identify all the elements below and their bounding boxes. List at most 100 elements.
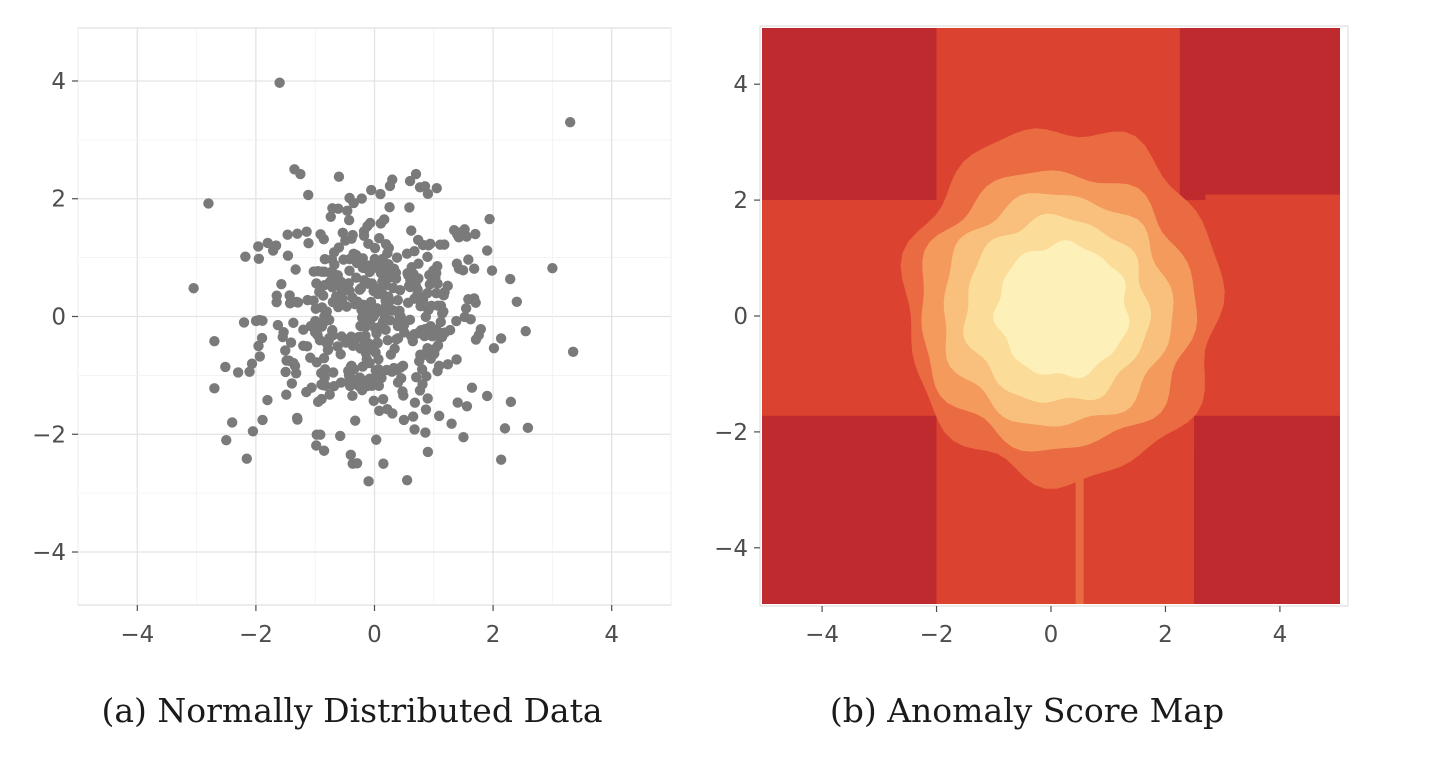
data-point bbox=[389, 343, 400, 354]
data-point bbox=[495, 333, 507, 344]
data-point bbox=[285, 337, 297, 348]
data-point bbox=[253, 340, 264, 352]
data-point bbox=[247, 426, 259, 437]
data-point bbox=[262, 394, 273, 406]
data-point bbox=[486, 265, 498, 276]
data-point bbox=[432, 340, 444, 351]
data-point bbox=[246, 358, 258, 369]
y-tick-label: −2 bbox=[32, 422, 66, 448]
data-point bbox=[382, 403, 393, 415]
data-point bbox=[420, 404, 432, 415]
data-point bbox=[446, 418, 457, 429]
data-point bbox=[284, 298, 296, 309]
data-point bbox=[344, 374, 355, 385]
data-point bbox=[382, 248, 393, 259]
contour-band bbox=[1239, 349, 1340, 358]
data-point bbox=[425, 301, 436, 312]
data-point bbox=[375, 188, 386, 200]
data-point bbox=[473, 329, 484, 341]
data-point bbox=[349, 415, 361, 426]
data-point bbox=[362, 278, 373, 289]
data-point bbox=[381, 273, 392, 285]
data-point bbox=[360, 330, 371, 341]
x-tick-label: 0 bbox=[1044, 622, 1059, 648]
data-point bbox=[484, 213, 495, 225]
contour-ring bbox=[993, 240, 1130, 379]
data-point bbox=[412, 234, 424, 246]
x-tick-label: 4 bbox=[604, 622, 619, 648]
data-point bbox=[346, 360, 357, 372]
data-point bbox=[271, 290, 282, 301]
data-point bbox=[310, 303, 321, 314]
data-point bbox=[220, 361, 231, 373]
y-tick-label: −4 bbox=[32, 540, 66, 566]
y-tick-label: 4 bbox=[733, 72, 748, 98]
data-point bbox=[404, 175, 416, 187]
data-point bbox=[397, 386, 408, 397]
data-point bbox=[406, 331, 417, 342]
y-tick-label: 0 bbox=[733, 304, 748, 330]
data-point bbox=[421, 371, 432, 382]
data-point bbox=[398, 319, 410, 331]
data-point bbox=[325, 211, 336, 222]
data-point bbox=[281, 389, 292, 400]
y-tick-label: 4 bbox=[51, 69, 66, 95]
y-tick-label: 0 bbox=[51, 305, 66, 331]
data-point bbox=[457, 265, 469, 276]
data-point bbox=[495, 454, 507, 465]
data-point bbox=[380, 295, 391, 306]
data-point bbox=[312, 329, 323, 341]
y-tick-label: 2 bbox=[733, 188, 748, 214]
data-point bbox=[328, 380, 340, 392]
data-point bbox=[382, 334, 393, 346]
data-point bbox=[337, 293, 348, 305]
data-point bbox=[481, 390, 493, 402]
data-point bbox=[282, 229, 293, 240]
data-point bbox=[409, 397, 421, 408]
contour-band bbox=[1176, 28, 1340, 195]
data-point bbox=[244, 366, 255, 378]
data-point bbox=[384, 202, 395, 213]
data-point bbox=[347, 458, 358, 469]
data-point bbox=[371, 337, 383, 348]
data-point bbox=[397, 360, 409, 372]
data-point bbox=[417, 379, 428, 390]
data-point bbox=[363, 476, 374, 487]
scatter-panel: −4 −2 0 2 4 −4 −2 0 2 4 (a) Normally Distributed… bbox=[32, 27, 672, 730]
data-point bbox=[378, 458, 389, 469]
data-point bbox=[188, 283, 199, 294]
data-point bbox=[373, 380, 385, 392]
data-point bbox=[356, 384, 368, 396]
data-point bbox=[238, 317, 250, 328]
data-point bbox=[311, 440, 322, 451]
data-point bbox=[388, 263, 400, 274]
data-point bbox=[350, 272, 362, 283]
data-point bbox=[368, 395, 379, 407]
data-point bbox=[420, 427, 431, 438]
data-point bbox=[318, 445, 330, 456]
data-point bbox=[422, 446, 434, 458]
data-point bbox=[349, 298, 361, 310]
data-point bbox=[316, 393, 327, 405]
data-point bbox=[364, 373, 375, 384]
data-point bbox=[422, 188, 434, 200]
data-point bbox=[319, 280, 330, 291]
data-point bbox=[302, 294, 313, 306]
data-point bbox=[435, 316, 446, 328]
data-point bbox=[270, 240, 282, 251]
data-point bbox=[511, 296, 523, 307]
data-point bbox=[301, 226, 312, 237]
data-point bbox=[232, 367, 244, 378]
data-point bbox=[342, 205, 353, 217]
data-point bbox=[358, 230, 370, 241]
data-point bbox=[460, 303, 472, 314]
x-tick-label: 4 bbox=[1273, 622, 1288, 648]
data-point bbox=[316, 321, 328, 332]
data-point bbox=[347, 229, 358, 241]
data-point bbox=[406, 262, 417, 273]
data-point bbox=[282, 250, 294, 261]
data-point bbox=[433, 326, 444, 338]
data-point bbox=[257, 414, 268, 426]
data-point bbox=[344, 192, 355, 204]
